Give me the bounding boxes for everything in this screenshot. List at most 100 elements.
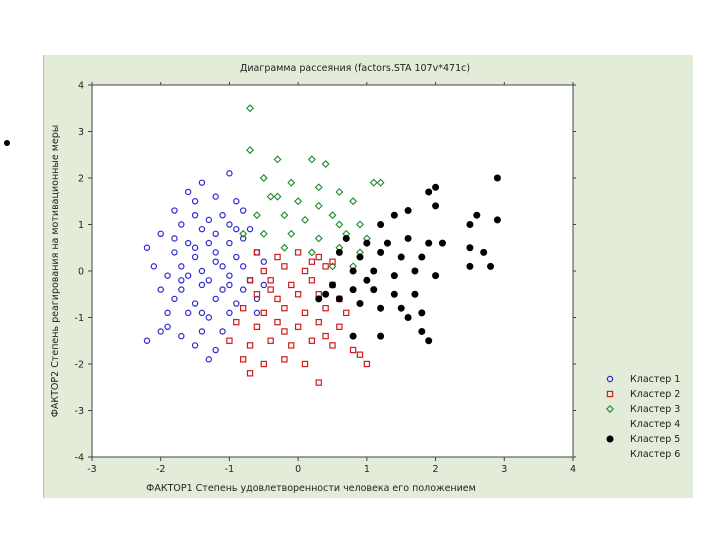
data-point (335, 220, 344, 229)
data-point (226, 170, 233, 177)
data-point (246, 342, 254, 349)
data-point (473, 211, 481, 219)
data-point (267, 337, 274, 344)
data-point (198, 225, 206, 233)
data-point (466, 244, 474, 252)
data-point (260, 360, 267, 368)
data-point (273, 192, 282, 201)
x-axis-label: ФАКТОР1 Степень удовлетворенности челове… (146, 483, 476, 494)
data-point (329, 258, 336, 265)
data-point (294, 291, 302, 298)
data-point (432, 202, 440, 210)
data-point (329, 281, 336, 289)
data-point (281, 305, 288, 312)
bullet-point (4, 140, 10, 146)
data-point (287, 229, 296, 238)
data-point (252, 211, 261, 220)
data-point (239, 263, 247, 270)
data-point (178, 263, 185, 270)
data-point (335, 187, 344, 196)
data-point (171, 295, 178, 303)
data-point (418, 327, 426, 335)
data-point (212, 230, 219, 237)
data-point (280, 243, 289, 252)
x-tick-label: 2 (433, 464, 439, 475)
data-point (377, 221, 385, 228)
data-point (356, 300, 364, 308)
data-point (212, 258, 219, 265)
data-point (246, 370, 254, 377)
legend-marker (606, 375, 614, 383)
data-point (266, 192, 275, 201)
plot-area (91, 84, 574, 458)
data-point (425, 188, 433, 196)
data-point (336, 323, 343, 331)
data-point (288, 281, 295, 289)
data-point (260, 267, 267, 275)
data-point (294, 249, 302, 256)
data-point (226, 272, 233, 279)
data-point (226, 239, 233, 247)
data-point (198, 179, 206, 186)
data-point (308, 337, 316, 344)
data-point (171, 249, 178, 256)
data-point (294, 323, 302, 331)
data-point (191, 211, 199, 219)
data-point (191, 342, 199, 349)
data-point (377, 332, 385, 340)
data-point (233, 300, 240, 307)
data-point (178, 332, 185, 340)
data-point (226, 309, 233, 317)
data-point (383, 239, 391, 247)
data-point (157, 328, 164, 335)
legend-marker (606, 405, 614, 413)
legend-label: Кластер 2 (630, 389, 680, 400)
chart-title: Диаграмма рассеяния (factors.STA 107v*47… (240, 63, 470, 74)
data-point (487, 262, 495, 270)
data-point (349, 197, 358, 206)
data-point (349, 332, 357, 340)
data-point (342, 234, 350, 242)
data-point (164, 323, 171, 330)
data-point (397, 304, 405, 312)
data-point (363, 276, 371, 284)
y-tick-label: -4 (75, 453, 84, 464)
data-point (239, 356, 247, 363)
data-point (432, 272, 440, 280)
data-point (294, 197, 303, 206)
data-point (315, 295, 323, 303)
legend-label: Кластер 1 (630, 374, 680, 385)
data-point (233, 253, 240, 261)
data-point (356, 220, 364, 229)
data-point (191, 198, 199, 205)
data-point (308, 277, 316, 284)
legend-label: Кластер 3 (630, 404, 680, 415)
data-point (418, 253, 426, 261)
data-point (253, 249, 261, 256)
data-point (307, 248, 316, 257)
data-point (184, 272, 192, 279)
data-point (349, 286, 357, 294)
data-point (425, 239, 433, 247)
data-point (418, 309, 426, 317)
y-tick-label: 0 (78, 267, 84, 278)
data-point (301, 309, 309, 317)
x-tick-label: -2 (156, 464, 165, 475)
data-point (226, 337, 233, 344)
data-point (253, 323, 261, 331)
data-point (267, 286, 274, 293)
data-point (363, 239, 371, 247)
data-point (307, 155, 316, 164)
y-tick-label: 3 (78, 127, 84, 138)
data-point (390, 211, 398, 219)
data-point (198, 267, 206, 275)
data-point (301, 360, 309, 368)
data-point (219, 328, 226, 335)
data-point (404, 234, 412, 242)
legend-label: Кластер 6 (630, 449, 680, 460)
data-point (260, 309, 267, 317)
data-point (315, 253, 322, 261)
data-point (438, 239, 446, 247)
data-point (143, 337, 151, 344)
data-point (328, 211, 337, 220)
